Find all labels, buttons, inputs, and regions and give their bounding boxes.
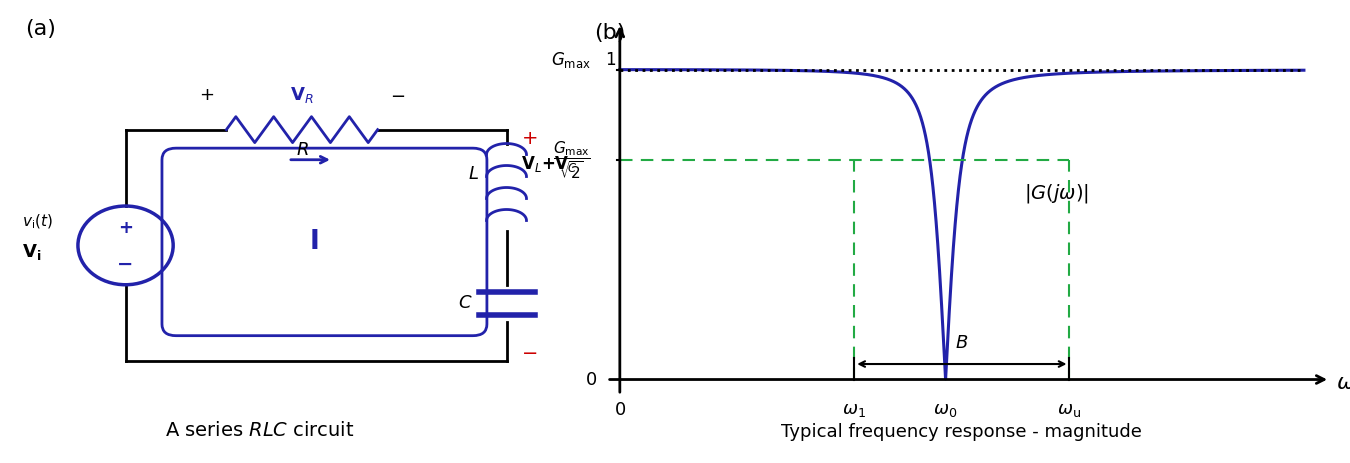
Text: $\omega_{\rm u}$: $\omega_{\rm u}$ bbox=[1057, 401, 1081, 419]
Text: −: − bbox=[117, 255, 134, 275]
Text: $\omega_0$: $\omega_0$ bbox=[933, 401, 957, 419]
Text: $-$: $-$ bbox=[390, 86, 405, 104]
Text: $\mathbf{I}$: $\mathbf{I}$ bbox=[309, 229, 317, 255]
Text: (a): (a) bbox=[24, 19, 55, 38]
Text: $R$: $R$ bbox=[296, 142, 308, 159]
Text: $+$: $+$ bbox=[521, 129, 537, 149]
Text: $L$: $L$ bbox=[467, 165, 478, 182]
Text: $0$: $0$ bbox=[614, 401, 626, 419]
Text: $C$: $C$ bbox=[459, 294, 472, 312]
Text: +: + bbox=[117, 219, 134, 237]
Text: $\omega_1$: $\omega_1$ bbox=[842, 401, 867, 419]
Text: $\mathbf{V}_{\mathbf{i}}$: $\mathbf{V}_{\mathbf{i}}$ bbox=[22, 242, 42, 263]
Text: $\dfrac{G_{\rm max}}{\sqrt{2}}$: $\dfrac{G_{\rm max}}{\sqrt{2}}$ bbox=[554, 140, 590, 181]
Text: $\mathbf{V}_L\mathbf{+V}_C$: $\mathbf{V}_L\mathbf{+V}_C$ bbox=[521, 154, 578, 175]
Text: A series $\it{RLC}$ circuit: A series $\it{RLC}$ circuit bbox=[165, 421, 355, 440]
Text: $v_{\rm i}(t)$: $v_{\rm i}(t)$ bbox=[22, 213, 53, 232]
Text: $\omega$: $\omega$ bbox=[1336, 373, 1350, 393]
Text: (b): (b) bbox=[594, 23, 625, 43]
Text: $-$: $-$ bbox=[521, 342, 537, 362]
Text: $0$: $0$ bbox=[585, 370, 597, 388]
Text: $|G(j\omega)|$: $|G(j\omega)|$ bbox=[1023, 182, 1088, 205]
Text: $B$: $B$ bbox=[956, 334, 968, 351]
Text: $G_{\rm max}$: $G_{\rm max}$ bbox=[551, 50, 590, 70]
Text: $1$: $1$ bbox=[605, 51, 617, 69]
Text: $\mathbf{V}_R$: $\mathbf{V}_R$ bbox=[290, 85, 313, 105]
Text: $+$: $+$ bbox=[200, 86, 215, 104]
Text: Typical frequency response - magnitude: Typical frequency response - magnitude bbox=[782, 423, 1142, 441]
